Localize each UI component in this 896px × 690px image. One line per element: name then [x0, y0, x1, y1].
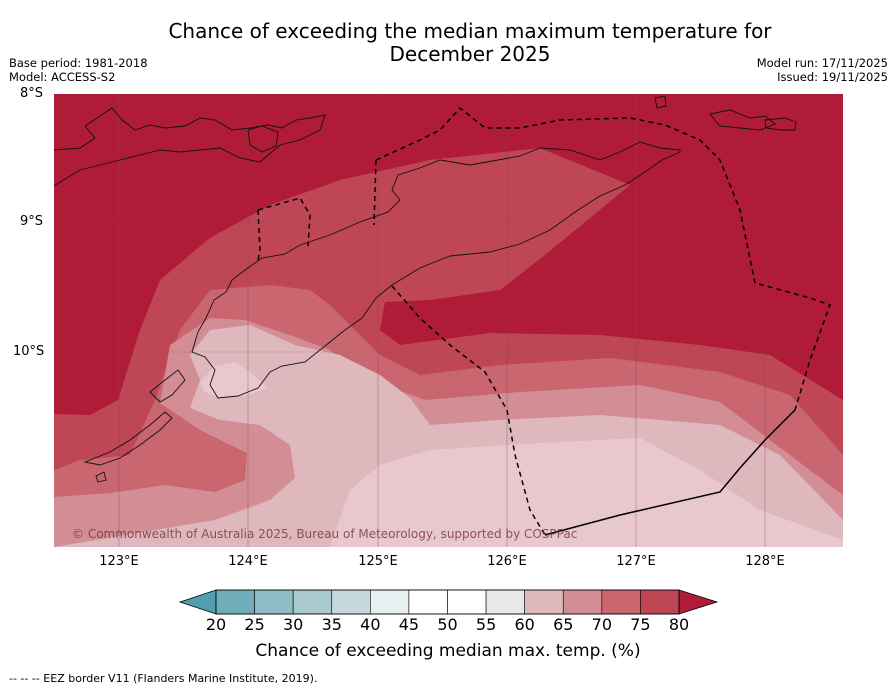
colorbar-segment-70-75 — [601, 589, 641, 615]
colorbar-extend-low — [178, 589, 217, 615]
lon-label-125e: 125°E — [358, 554, 398, 569]
colorbar-segment-35-40 — [331, 589, 371, 615]
rote-coast — [149, 369, 186, 403]
title-line-2: December 2025 — [389, 42, 551, 66]
island-small — [654, 95, 667, 109]
colorbar-tick-60: 60 — [514, 615, 535, 634]
footnote: -- -- -- EEZ border V11 (Flanders Marine… — [9, 672, 318, 685]
lat-label-8s: 8°S — [20, 86, 44, 101]
copyright-text: © Commonwealth of Australia 2025, Bureau… — [72, 527, 577, 541]
map-title: Chance of exceeding the median maximum t… — [0, 20, 896, 66]
colorbar-tick-70: 70 — [591, 615, 613, 634]
title-line-1: Chance of exceeding the median maximum t… — [168, 19, 772, 43]
colorbar-tick-35: 35 — [321, 615, 342, 634]
colorbar-segment-40-45 — [370, 589, 410, 615]
colorbar-tick-75: 75 — [630, 615, 651, 634]
colorbar-tick-65: 65 — [553, 615, 574, 634]
colorbar-extend-high — [678, 589, 719, 615]
region-55 — [330, 438, 843, 547]
colorbar-tick-20: 20 — [205, 615, 227, 634]
base-period: Base period: 1981-2018 — [9, 56, 148, 70]
lat-label-10s: 10°S — [13, 344, 45, 359]
meta-right: Model run: 17/11/2025 Issued: 19/11/2025 — [757, 56, 888, 84]
colorbar-segment-60-65 — [524, 589, 564, 615]
meta-left: Base period: 1981-2018 Model: ACCESS-S2 — [9, 56, 148, 84]
coastlines — [54, 95, 797, 483]
lon-label-127e: 127°E — [616, 554, 656, 569]
colorbar — [178, 589, 719, 615]
eez-border — [257, 106, 831, 536]
colorbar-segment-75-80 — [640, 589, 680, 615]
wetar-coast — [709, 109, 776, 131]
colorbar-tick-50: 50 — [437, 615, 458, 634]
lon-label-123e: 123°E — [99, 554, 139, 569]
colorbar-segment-30-35 — [292, 589, 333, 615]
lon-label-126e: 126°E — [487, 554, 527, 569]
colorbar-tick-80: 80 — [668, 615, 690, 634]
model-name: Model: ACCESS-S2 — [9, 70, 116, 84]
colorbar-label: Chance of exceeding median max. temp. (%… — [255, 641, 641, 661]
model-run: Model run: 17/11/2025 — [756, 56, 888, 70]
issued-date: Issued: 19/11/2025 — [777, 70, 888, 84]
colorbar-segment-45-50 — [408, 589, 448, 615]
island-ne — [764, 117, 797, 131]
colorbar-segments — [215, 589, 680, 615]
colorbar-tick-25: 25 — [244, 615, 265, 634]
colorbar-segment-55-60 — [485, 589, 525, 615]
colorbar-segment-20-25 — [215, 589, 255, 615]
timor-coast — [191, 141, 681, 399]
colorbar-segment-65-70 — [562, 589, 603, 615]
colorbar-tick-40: 40 — [360, 615, 381, 634]
colorbar-segment-50-55 — [447, 589, 487, 615]
colorbar-frame — [215, 589, 680, 615]
sumba-coast — [83, 411, 173, 466]
map-panel: © Commonwealth of Australia 2025, Bureau… — [54, 94, 843, 547]
alor-coast — [247, 125, 279, 153]
lon-label-128e: 128°E — [745, 554, 785, 569]
colorbar-segment-25-30 — [254, 589, 294, 615]
savu-coast — [95, 471, 107, 483]
colorbar-tick-55: 55 — [475, 615, 497, 634]
graticule — [54, 94, 843, 547]
colorbar-tick-30: 30 — [282, 615, 304, 634]
colorbar-tick-45: 45 — [398, 615, 420, 634]
flores-coast — [54, 107, 326, 187]
region-55-west — [200, 362, 268, 398]
lon-label-124e: 124°E — [228, 554, 268, 569]
lat-label-9s: 9°S — [20, 214, 44, 229]
eez-border-solid — [544, 409, 796, 536]
